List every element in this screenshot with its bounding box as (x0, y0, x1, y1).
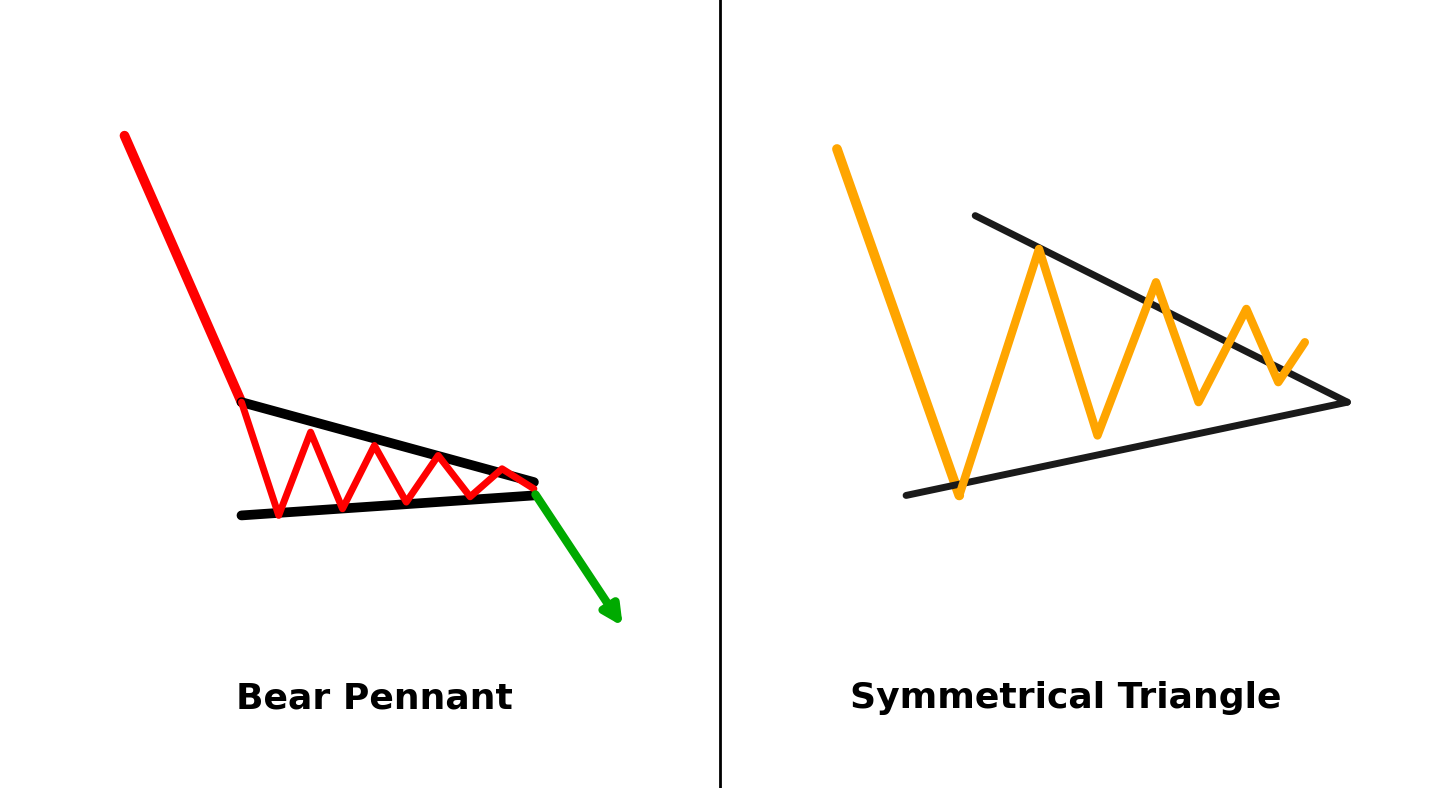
Text: Symmetrical Triangle: Symmetrical Triangle (850, 682, 1282, 716)
Text: Bear Pennant: Bear Pennant (236, 682, 513, 716)
